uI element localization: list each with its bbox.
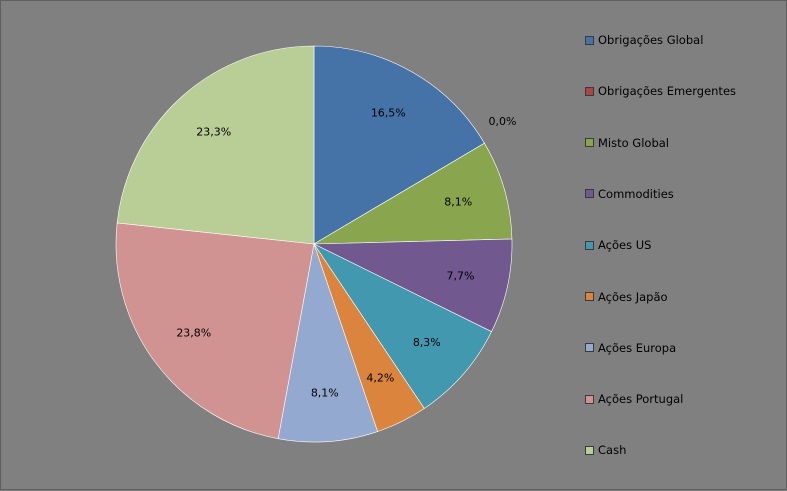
- pie-slice-4: [313, 243, 492, 409]
- legend-label: Ações Europa: [598, 340, 677, 355]
- pie-slice-3: [313, 238, 513, 333]
- legend-label: Ações Japão: [598, 289, 668, 304]
- data-label-7: 23,8%: [176, 327, 211, 340]
- legend-label: Ações US: [598, 238, 652, 253]
- legend-item-8: Cash: [585, 441, 626, 459]
- data-label-2: 8,1%: [444, 196, 472, 209]
- data-label-1: 0,0%: [489, 115, 517, 128]
- pie-slices: [115, 45, 513, 443]
- legend-swatch: [585, 138, 594, 148]
- legend-label: Commodities: [598, 186, 674, 201]
- legend-label: Ações Portugal: [598, 392, 684, 407]
- legend-swatch: [585, 445, 594, 455]
- legend-swatch: [585, 343, 594, 353]
- legend-item-5: Ações Japão: [585, 288, 668, 306]
- legend-item-6: Ações Europa: [585, 339, 676, 357]
- legend-item-0: Obrigações Global: [585, 31, 703, 49]
- legend-label: Obrigações Global: [598, 33, 704, 47]
- legend-label: Obrigações Emergentes: [598, 84, 737, 99]
- data-label-4: 8,3%: [413, 336, 441, 349]
- pie-slice-0: [313, 45, 485, 245]
- data-label-5: 4,2%: [366, 372, 394, 385]
- pie-slice-8: [116, 45, 315, 245]
- data-label-3: 7,7%: [447, 269, 475, 282]
- legend-swatch: [585, 292, 594, 301]
- legend-swatch: [585, 394, 594, 404]
- pie-slice-2: [312, 142, 513, 245]
- legend-item-7: Ações Portugal: [585, 390, 683, 408]
- legend-item-4: Ações US: [585, 236, 651, 254]
- pie-data-labels: 16,5% 0,0% 8,1% 7,7% 8,3% 4,2% 8,1% 23,8% 23,3%: [176, 107, 516, 400]
- data-label-0: 16,5%: [371, 107, 406, 120]
- legend-item-2: Misto Global: [585, 134, 669, 152]
- legend-swatch: [585, 35, 594, 45]
- pie-slice-6: [277, 242, 378, 443]
- legend-item-3: Commodities: [585, 185, 674, 203]
- legend-swatch: [585, 189, 594, 199]
- legend-label: Misto Global: [598, 135, 669, 150]
- data-label-6: 8,1%: [311, 387, 339, 400]
- legend-swatch: [585, 86, 594, 96]
- legend-label: Cash: [598, 443, 627, 458]
- legend-swatch: [585, 240, 594, 250]
- pie-slice-7: [115, 222, 315, 440]
- data-label-8: 23,3%: [196, 125, 231, 138]
- legend-item-1: Obrigações Emergentes: [585, 82, 736, 100]
